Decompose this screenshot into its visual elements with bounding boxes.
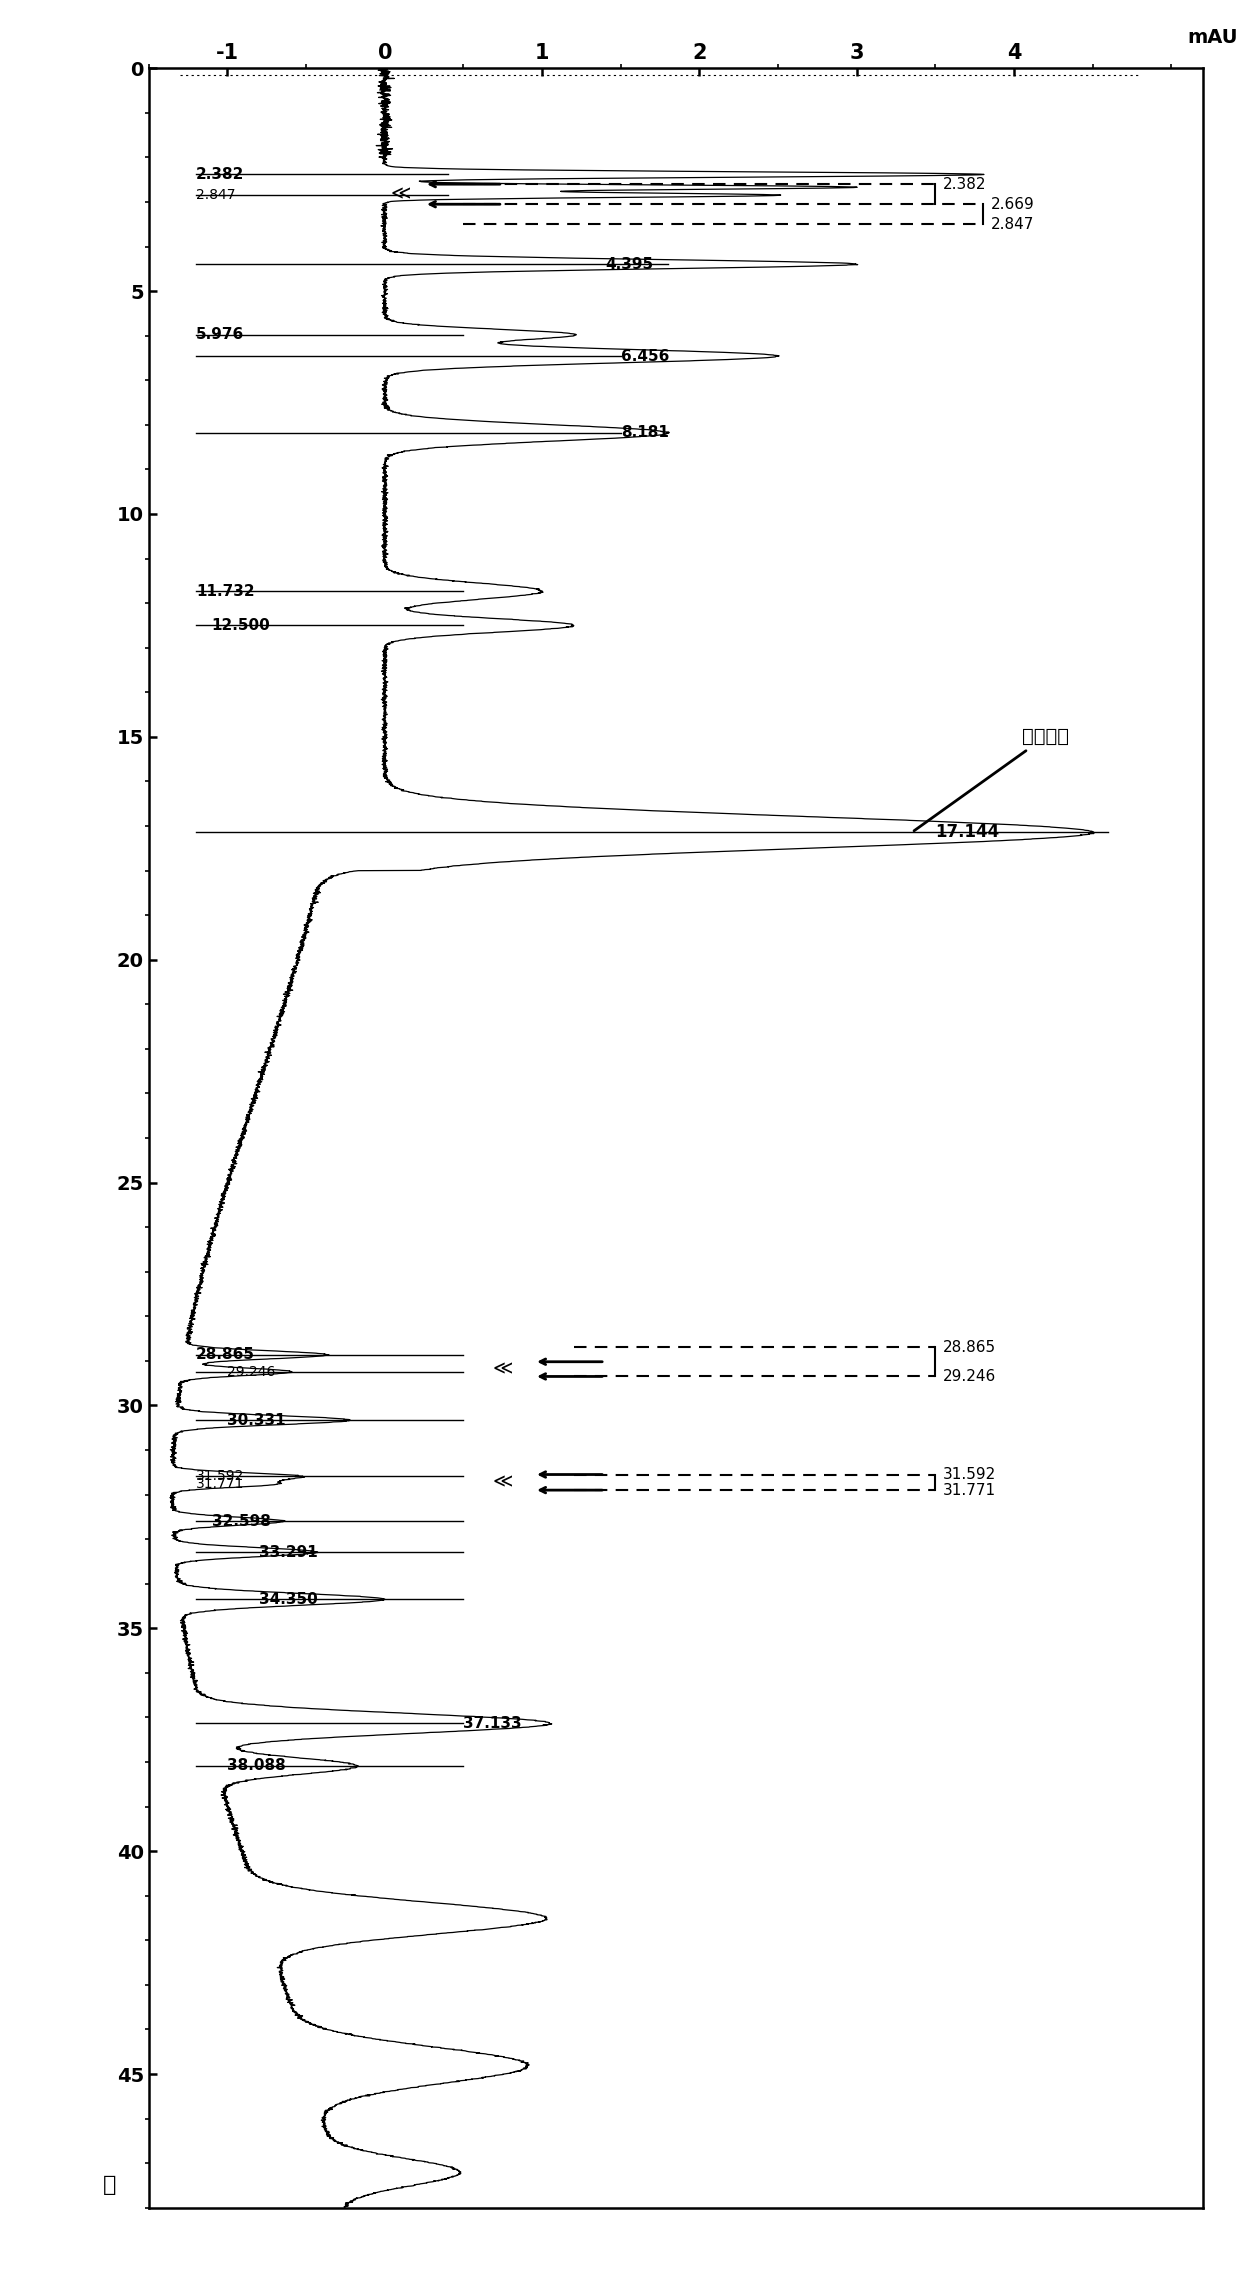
Text: 31.771: 31.771 [944, 1482, 997, 1498]
Text: 2.847: 2.847 [991, 216, 1034, 232]
Text: 11.732: 11.732 [196, 583, 254, 599]
Text: 28.865: 28.865 [196, 1347, 255, 1363]
Text: 2.669: 2.669 [991, 196, 1034, 212]
Text: 5.976: 5.976 [196, 328, 244, 341]
Text: 34.350: 34.350 [259, 1591, 317, 1607]
Text: 31.771: 31.771 [196, 1477, 244, 1491]
Text: 2.382: 2.382 [944, 178, 987, 191]
Text: 33.291: 33.291 [259, 1545, 317, 1559]
Text: 6.456: 6.456 [621, 348, 670, 364]
Text: mAU: mAU [1187, 27, 1238, 46]
Text: 31.592: 31.592 [196, 1470, 244, 1484]
Text: 8.181: 8.181 [621, 426, 668, 442]
Text: 31.592: 31.592 [944, 1468, 997, 1482]
Text: 29.246: 29.246 [227, 1366, 275, 1379]
Text: 4.395: 4.395 [605, 257, 653, 271]
Text: 32.598: 32.598 [212, 1514, 270, 1529]
Text: 12.500: 12.500 [212, 617, 270, 633]
Text: 2.382: 2.382 [196, 166, 244, 182]
Text: 分: 分 [103, 2176, 117, 2196]
Text: 2.847: 2.847 [196, 189, 236, 203]
Text: ≪: ≪ [391, 184, 410, 203]
Text: 曲氟尿苷: 曲氟尿苷 [914, 728, 1069, 831]
Text: ≪: ≪ [492, 1473, 513, 1491]
Text: 28.865: 28.865 [944, 1341, 997, 1354]
Text: 38.088: 38.088 [227, 1759, 286, 1773]
Text: 37.133: 37.133 [464, 1716, 522, 1730]
Text: 29.246: 29.246 [944, 1368, 997, 1384]
Text: 30.331: 30.331 [227, 1413, 286, 1427]
Text: 17.144: 17.144 [935, 824, 999, 842]
Text: ≪: ≪ [492, 1359, 513, 1377]
